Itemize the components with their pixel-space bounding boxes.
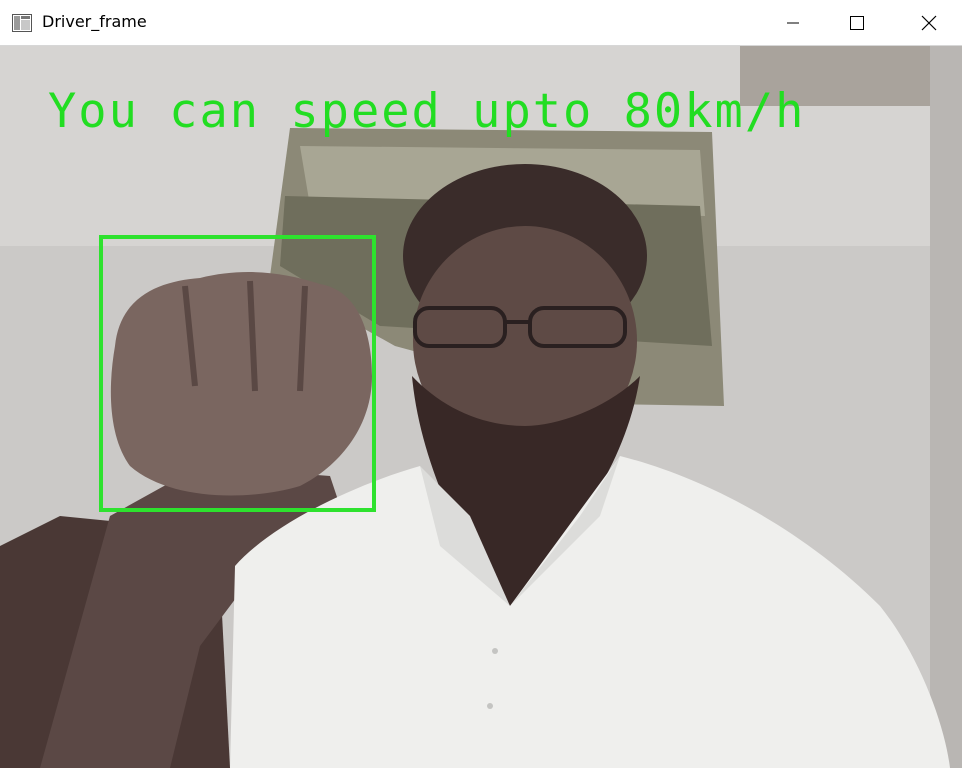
window-title: Driver_frame bbox=[42, 12, 147, 31]
speed-limit-text: You can speed upto 80km/h bbox=[48, 84, 806, 139]
hand-detection-box bbox=[99, 235, 376, 512]
close-icon bbox=[921, 15, 937, 31]
app-window-icon[interactable] bbox=[12, 14, 32, 32]
maximize-button[interactable] bbox=[834, 0, 880, 46]
minimize-icon bbox=[787, 22, 799, 24]
maximize-icon bbox=[850, 16, 864, 30]
minimize-button[interactable] bbox=[770, 0, 816, 46]
person-face bbox=[413, 226, 637, 456]
raised-fist bbox=[110, 272, 373, 496]
title-bar[interactable]: Driver_frame bbox=[0, 0, 962, 46]
camera-scene bbox=[0, 46, 962, 768]
camera-frame: You can speed upto 80km/h bbox=[0, 46, 962, 768]
close-button[interactable] bbox=[906, 0, 952, 46]
white-shirt bbox=[230, 456, 950, 768]
